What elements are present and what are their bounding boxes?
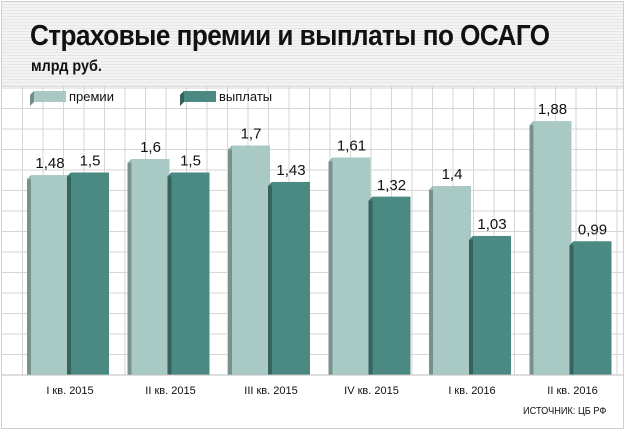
x-tick-label: I кв. 2016 (448, 385, 495, 397)
x-tick-label: I кв. 2015 (46, 385, 93, 397)
data-label: 1,5 (180, 153, 201, 170)
bar-chart: премии выплаты 1,48 1,5 I кв. 2015 1,6 1,5 II к… (2, 86, 623, 397)
bar-premii (31, 175, 69, 375)
data-label: 1,6 (140, 139, 161, 156)
bar-premii (533, 121, 572, 375)
bar-side (167, 172, 172, 375)
bar-side (328, 157, 333, 375)
chart-subtitle: млрд руб. (31, 58, 102, 75)
bar-premii (131, 159, 170, 375)
legend-swatch-premii (34, 91, 66, 102)
data-label: 1,32 (377, 177, 406, 194)
bar-side (429, 186, 433, 375)
data-label: 0,99 (578, 221, 607, 238)
x-tick-label: III кв. 2015 (244, 385, 297, 397)
data-label: 1,03 (477, 216, 506, 233)
data-label: 1,48 (35, 155, 64, 172)
bar-premii (433, 186, 471, 375)
chart-title: Страховые премии и выплаты по ОСАГО (30, 20, 550, 52)
data-label: 1,61 (337, 138, 366, 155)
bar-side (569, 241, 574, 375)
x-tick-label: II кв. 2015 (145, 385, 195, 397)
bar-side (228, 145, 232, 375)
legend-label: премии (69, 89, 114, 104)
bar-vyplaty (573, 241, 612, 375)
bar-side (529, 121, 534, 375)
bar-premii (332, 157, 371, 375)
x-tick-label: IV кв. 2015 (344, 385, 399, 397)
source-note: ИСТОЧНИК: ЦБ РФ (523, 406, 607, 417)
bar-vyplaty (272, 181, 310, 375)
bar-side (127, 159, 132, 375)
data-label: 1,5 (80, 153, 101, 170)
legend-label: выплаты (219, 89, 272, 104)
legend-swatch-vyplaty (184, 91, 216, 102)
data-label: 1,7 (241, 126, 262, 143)
chart-header: Страховые премии и выплаты по ОСАГО млрд… (2, 2, 623, 87)
bar-side (268, 181, 272, 375)
legend-swatch-side (180, 91, 184, 106)
bar-vyplaty (372, 196, 411, 375)
x-tick-label: II кв. 2016 (547, 385, 597, 397)
bar-premii (232, 145, 270, 375)
data-label: 1,43 (276, 162, 305, 179)
bar-vyplaty (171, 172, 210, 375)
legend-swatch-side (30, 91, 34, 106)
bar-side (469, 235, 473, 375)
data-label: 1,4 (442, 166, 463, 183)
bar-side (368, 196, 373, 375)
bar-side (27, 175, 31, 375)
bar-vyplaty (473, 235, 511, 375)
data-label: 1,88 (538, 101, 567, 118)
bar-vyplaty (71, 172, 109, 375)
bar-side (67, 172, 71, 375)
